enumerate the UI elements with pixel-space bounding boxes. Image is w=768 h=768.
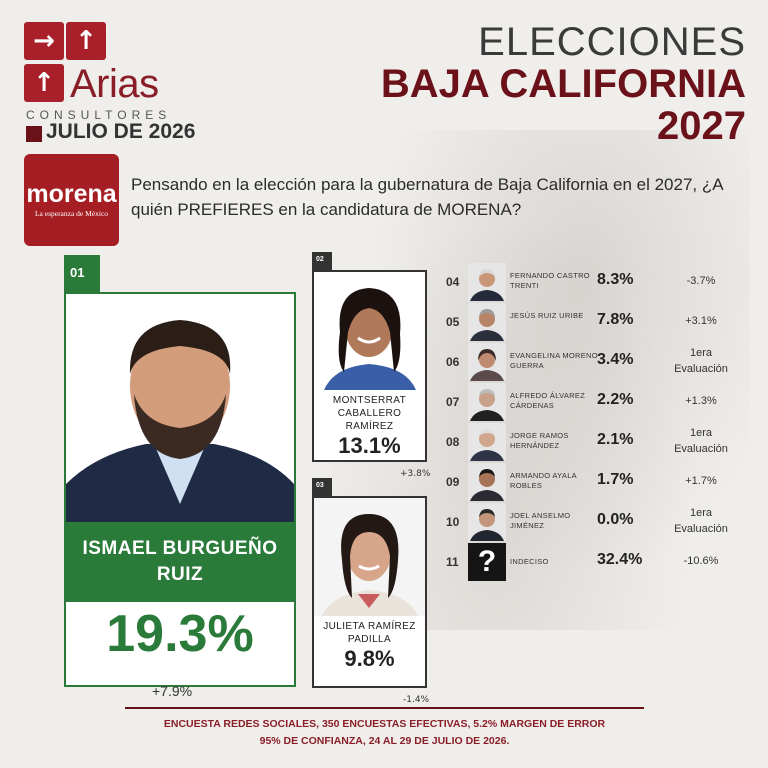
candidate-change: +1.7% [685,475,717,487]
footer-divider [125,707,644,709]
candidate-change: 1era Evaluación [674,507,728,535]
candidate-percent: 9.8% [344,646,395,671]
candidate-name: JORGE RAMOS HERNÁNDEZ [510,431,569,450]
candidate-percent: 32.4% [597,551,643,568]
candidate-percent: 8.3% [597,271,634,288]
page-title: ELECCIONES BAJA CALIFORNIA 2027 [381,22,746,146]
candidate-name: ISMAEL BURGUEÑO RUIZ [66,522,294,602]
candidate-name: MONTSERRAT CABALLERO RAMÍREZ [332,395,407,432]
title-line-1: ELECCIONES [478,20,746,64]
candidate-change: +3.1% [685,315,717,327]
title-line-2: BAJA CALIFORNIA [380,62,746,106]
candidate-percent: 3.4% [597,351,634,368]
candidate-percent: 1.7% [597,471,634,488]
party-name: morena [26,180,117,208]
person-silhouette-icon [468,503,506,541]
candidate-rank: 08 [446,435,460,449]
list-item: 09 ARMANDO AYALA ROBLES 1.7% +1.7% [446,463,746,503]
person-silhouette-icon [314,272,425,390]
candidate-percent: 19.3% [106,605,254,663]
title-line-3: 2027 [657,104,746,148]
company-logo: → ↑ ↑ Arias CONSULTORES JULIO DE 2026 [24,22,209,143]
candidate-thumbnail [468,303,506,341]
candidate-rank: 09 [446,475,460,489]
candidate-rank: 06 [446,355,460,369]
candidate-rank: 04 [446,275,460,289]
candidate-rank: 07 [446,395,460,409]
list-item: 06 EVANGELINA MORENO GUERRA 3.4% 1era Ev… [446,343,746,383]
candidate-thumbnail [468,263,506,301]
arrow-up-icon: ↑ [66,22,106,60]
person-silhouette-icon [468,423,506,461]
list-item: 10 JOEL ANSELMO JIMÉNEZ 0.0% 1era Evalua… [446,503,746,543]
arrow-right-icon: → [24,22,64,60]
person-silhouette-icon [66,294,294,522]
list-item: 04 FERNANDO CASTRO TRENTI 8.3% -3.7% [446,263,746,303]
candidate-change: -1.4% [403,695,430,705]
person-silhouette-icon [468,383,506,421]
candidate-photo [314,498,425,616]
candidate-thumbnail [468,423,506,461]
candidate-name: ALFREDO ÁLVAREZ CÁRDENAS [510,391,586,410]
candidate-rank: 05 [446,315,460,329]
candidate-change: 1era Evaluación [674,427,728,455]
candidate-card: MONTSERRAT CABALLERO RAMÍREZ 13.1% [312,270,427,462]
candidate-thumbnail [468,343,506,381]
list-item: 11 ? INDECISO 32.4% -10.6% [446,543,746,583]
candidate-thumbnail [468,383,506,421]
candidate-change: -3.7% [686,275,716,287]
question-mark-icon: ? [468,543,506,581]
rank-badge: 01 [64,255,100,293]
candidate-rank: 11 [446,555,459,569]
candidate-thumbnail [468,463,506,501]
person-silhouette-icon [314,498,425,616]
methodology-line-2: 95% DE CONFIANZA, 24 AL 29 DE JULIO DE 2… [259,735,510,747]
candidate-name: ARMANDO AYALA ROBLES [510,471,577,490]
methodology-note: ENCUESTA REDES SOCIALES, 350 ENCUESTAS E… [125,716,644,750]
candidate-card: JULIETA RAMÍREZ PADILLA 9.8% [312,496,427,688]
candidate-rank: 10 [446,515,460,529]
brand-subtitle: CONSULTORES [26,108,172,122]
person-silhouette-icon [468,343,506,381]
person-silhouette-icon [468,263,506,301]
candidate-percent: 13.1% [338,433,401,458]
rank-badge: 02 [312,252,332,270]
candidate-change: +1.3% [685,395,717,407]
candidate-name: JULIETA RAMÍREZ PADILLA [323,621,416,645]
list-item: 05 JESÚS RUIZ URIBE 7.8% +3.1% [446,303,746,343]
poll-date: JULIO DE 2026 [46,120,196,143]
poll-question: Pensando en la elección para la gubernat… [131,175,723,219]
candidate-percent: 7.8% [597,311,634,328]
candidate-name: JESÚS RUIZ URIBE [510,311,584,320]
candidate-percent: 2.1% [597,431,634,448]
list-item: 08 JORGE RAMOS HERNÁNDEZ 2.1% 1era Evalu… [446,423,746,463]
party-slogan: La esperanza de México [34,209,109,218]
candidate-card-main: ISMAEL BURGUEÑO RUIZ 19.3% [64,292,296,687]
candidate-change: -10.6% [683,555,719,567]
candidate-change: +7.9% [152,683,193,699]
candidate-name: FERNANDO CASTRO TRENTI [510,271,590,290]
candidate-percent: 0.0% [597,511,634,528]
candidate-change: 1era Evaluación [674,347,728,375]
candidate-name: EVANGELINA MORENO GUERRA [510,351,598,370]
arrow-up-icon: ↑ [24,64,64,102]
list-item: 07 ALFREDO ÁLVAREZ CÁRDENAS 2.2% +1.3% [446,383,746,423]
person-silhouette-icon [468,303,506,341]
date-marker [26,126,42,142]
candidate-photo [66,294,294,522]
methodology-line-1: ENCUESTA REDES SOCIALES, 350 ENCUESTAS E… [163,718,606,730]
candidate-photo [314,272,425,390]
candidate-name: JOEL ANSELMO JIMÉNEZ [510,511,571,530]
brand-name: Arias [70,62,159,106]
person-silhouette-icon [468,463,506,501]
candidate-name: INDECISO [510,557,549,566]
candidate-change: +3.8% [400,469,431,479]
party-logo: morena La esperanza de México [24,154,119,246]
rank-badge: 03 [312,478,332,496]
candidate-thumbnail [468,503,506,541]
candidate-percent: 2.2% [597,391,634,408]
